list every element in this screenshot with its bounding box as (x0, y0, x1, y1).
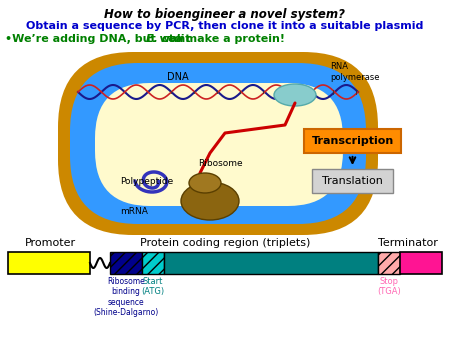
FancyBboxPatch shape (95, 83, 343, 206)
Text: E. coli: E. coli (146, 34, 184, 44)
Ellipse shape (274, 84, 316, 106)
Ellipse shape (181, 182, 239, 220)
Text: How to bioengineer a novel system?: How to bioengineer a novel system? (104, 8, 346, 21)
Bar (400, 252, 442, 274)
FancyBboxPatch shape (312, 169, 393, 193)
Bar (8, 252, 90, 274)
Bar (110, 252, 142, 274)
Text: mRNA: mRNA (120, 207, 148, 216)
Ellipse shape (189, 173, 221, 193)
Bar (142, 252, 164, 274)
Text: Obtain a sequence by PCR, then clone it into a suitable plasmid: Obtain a sequence by PCR, then clone it … (26, 21, 424, 31)
FancyBboxPatch shape (58, 52, 378, 235)
Bar (164, 252, 378, 274)
Text: Transcription: Transcription (311, 136, 394, 146)
Text: Start
(ATG): Start (ATG) (141, 277, 165, 296)
FancyBboxPatch shape (304, 129, 401, 153)
Text: Stop
(TGA): Stop (TGA) (377, 277, 401, 296)
Text: Terminator: Terminator (378, 238, 438, 248)
Text: Promoter: Promoter (24, 238, 76, 248)
Text: Translation: Translation (322, 176, 383, 186)
Text: Protein coding region (triplets): Protein coding region (triplets) (140, 238, 310, 248)
Text: to make a protein!: to make a protein! (165, 34, 285, 44)
Text: Polypeptide: Polypeptide (120, 176, 173, 186)
Text: RNA
polymerase: RNA polymerase (330, 62, 379, 82)
Bar (378, 252, 400, 274)
Text: Ribosome: Ribosome (198, 159, 242, 168)
Text: DNA: DNA (167, 72, 189, 82)
FancyBboxPatch shape (70, 63, 366, 224)
Text: Ribosome
binding
sequence
(Shine-Dalgarno): Ribosome binding sequence (Shine-Dalgarn… (94, 277, 158, 317)
Text: •We’re adding DNA, but want: •We’re adding DNA, but want (5, 34, 194, 44)
